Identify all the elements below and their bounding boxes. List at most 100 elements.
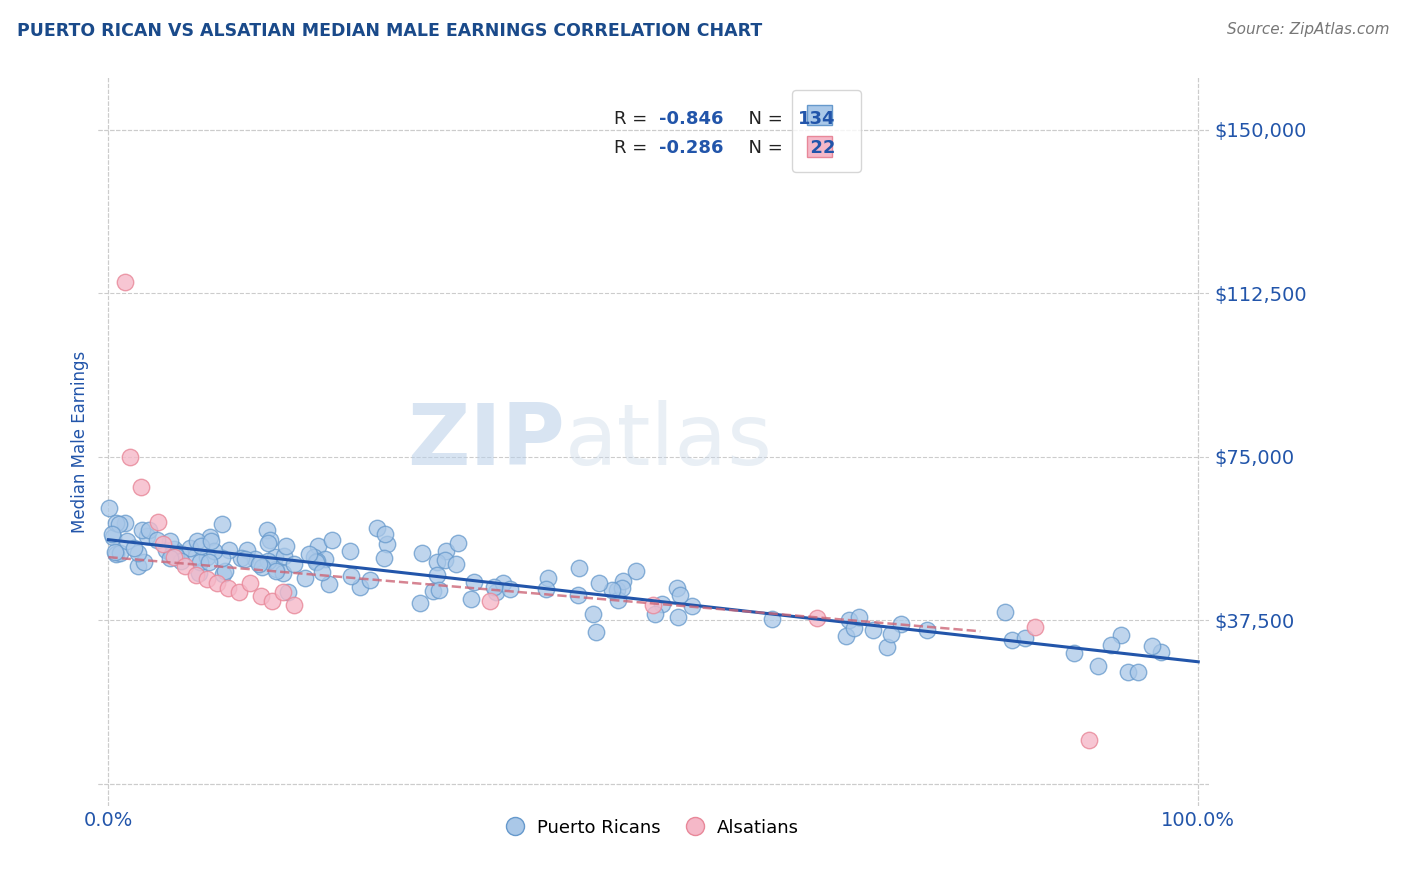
Point xyxy=(612,574,634,589)
Text: -0.286: -0.286 xyxy=(659,139,724,157)
Point xyxy=(277,584,299,599)
Point xyxy=(198,555,221,569)
Point xyxy=(1140,639,1163,653)
Point xyxy=(115,534,138,549)
Point xyxy=(842,622,865,636)
Point xyxy=(581,607,603,621)
Point xyxy=(606,582,628,597)
Point xyxy=(159,533,181,548)
Point xyxy=(318,577,340,591)
Point xyxy=(1001,633,1024,648)
Point xyxy=(257,554,280,568)
Point xyxy=(1150,645,1173,659)
Point xyxy=(198,530,221,544)
Point xyxy=(359,573,381,587)
Text: R =: R = xyxy=(614,139,654,157)
Point xyxy=(131,523,153,537)
Point xyxy=(669,588,692,602)
Point xyxy=(1024,620,1046,634)
Point xyxy=(202,544,225,558)
Point xyxy=(146,515,169,529)
Point xyxy=(122,541,145,556)
Point xyxy=(626,564,648,578)
Point xyxy=(411,546,433,560)
Point xyxy=(283,558,305,572)
Text: R =: R = xyxy=(614,111,654,128)
Point xyxy=(499,582,522,596)
Point xyxy=(340,569,363,583)
Point xyxy=(243,552,266,566)
Point xyxy=(600,583,623,598)
Point xyxy=(195,572,218,586)
Point xyxy=(127,558,149,573)
Point xyxy=(264,550,287,565)
Point xyxy=(264,565,287,579)
Point xyxy=(644,607,666,621)
Point xyxy=(160,547,183,561)
Point xyxy=(214,564,236,578)
Point xyxy=(228,585,250,599)
Point xyxy=(314,552,336,566)
Point xyxy=(159,551,181,566)
Point xyxy=(915,623,938,637)
Point xyxy=(239,576,262,591)
Text: atlas: atlas xyxy=(564,401,772,483)
Point xyxy=(339,544,361,558)
Point xyxy=(1014,632,1036,646)
Point xyxy=(643,598,665,612)
Point xyxy=(155,543,177,558)
Point xyxy=(190,539,212,553)
Point xyxy=(681,599,703,614)
Point xyxy=(1078,733,1101,747)
Point xyxy=(127,546,149,560)
Point xyxy=(152,537,174,551)
Point xyxy=(1109,628,1132,642)
Point xyxy=(835,629,858,643)
Point xyxy=(271,566,294,581)
Point xyxy=(492,575,515,590)
Point xyxy=(165,549,187,563)
Point xyxy=(304,549,326,564)
Point xyxy=(307,539,329,553)
Point xyxy=(426,555,449,569)
Text: N =: N = xyxy=(737,139,789,157)
Point xyxy=(311,565,333,579)
Point xyxy=(259,533,281,548)
Point xyxy=(120,450,142,464)
Point xyxy=(567,588,589,602)
Point xyxy=(217,581,239,595)
Point xyxy=(184,549,207,563)
Point xyxy=(298,547,321,561)
Point xyxy=(588,576,610,591)
Point xyxy=(880,627,903,641)
Point xyxy=(536,582,558,597)
Point xyxy=(184,567,207,582)
Point xyxy=(838,613,860,627)
Text: Source: ZipAtlas.com: Source: ZipAtlas.com xyxy=(1226,22,1389,37)
Text: 22: 22 xyxy=(797,139,835,157)
Point xyxy=(163,550,186,565)
Point xyxy=(761,612,783,626)
Point xyxy=(132,555,155,569)
Point xyxy=(101,530,124,544)
Point xyxy=(366,521,388,535)
Point xyxy=(256,523,278,537)
Point xyxy=(848,609,870,624)
Point xyxy=(862,624,884,638)
Point xyxy=(170,554,193,568)
Point xyxy=(1063,646,1085,660)
Point xyxy=(283,598,305,612)
Point xyxy=(434,544,457,558)
Point xyxy=(876,640,898,655)
Point xyxy=(276,539,298,553)
Point xyxy=(485,585,508,599)
Point xyxy=(537,571,560,585)
Point xyxy=(585,624,607,639)
Point xyxy=(173,558,195,573)
Point xyxy=(482,580,505,594)
Text: -0.846: -0.846 xyxy=(659,111,724,128)
Point xyxy=(207,576,229,591)
Point xyxy=(163,541,186,556)
Point xyxy=(200,534,222,549)
Point xyxy=(260,593,283,607)
